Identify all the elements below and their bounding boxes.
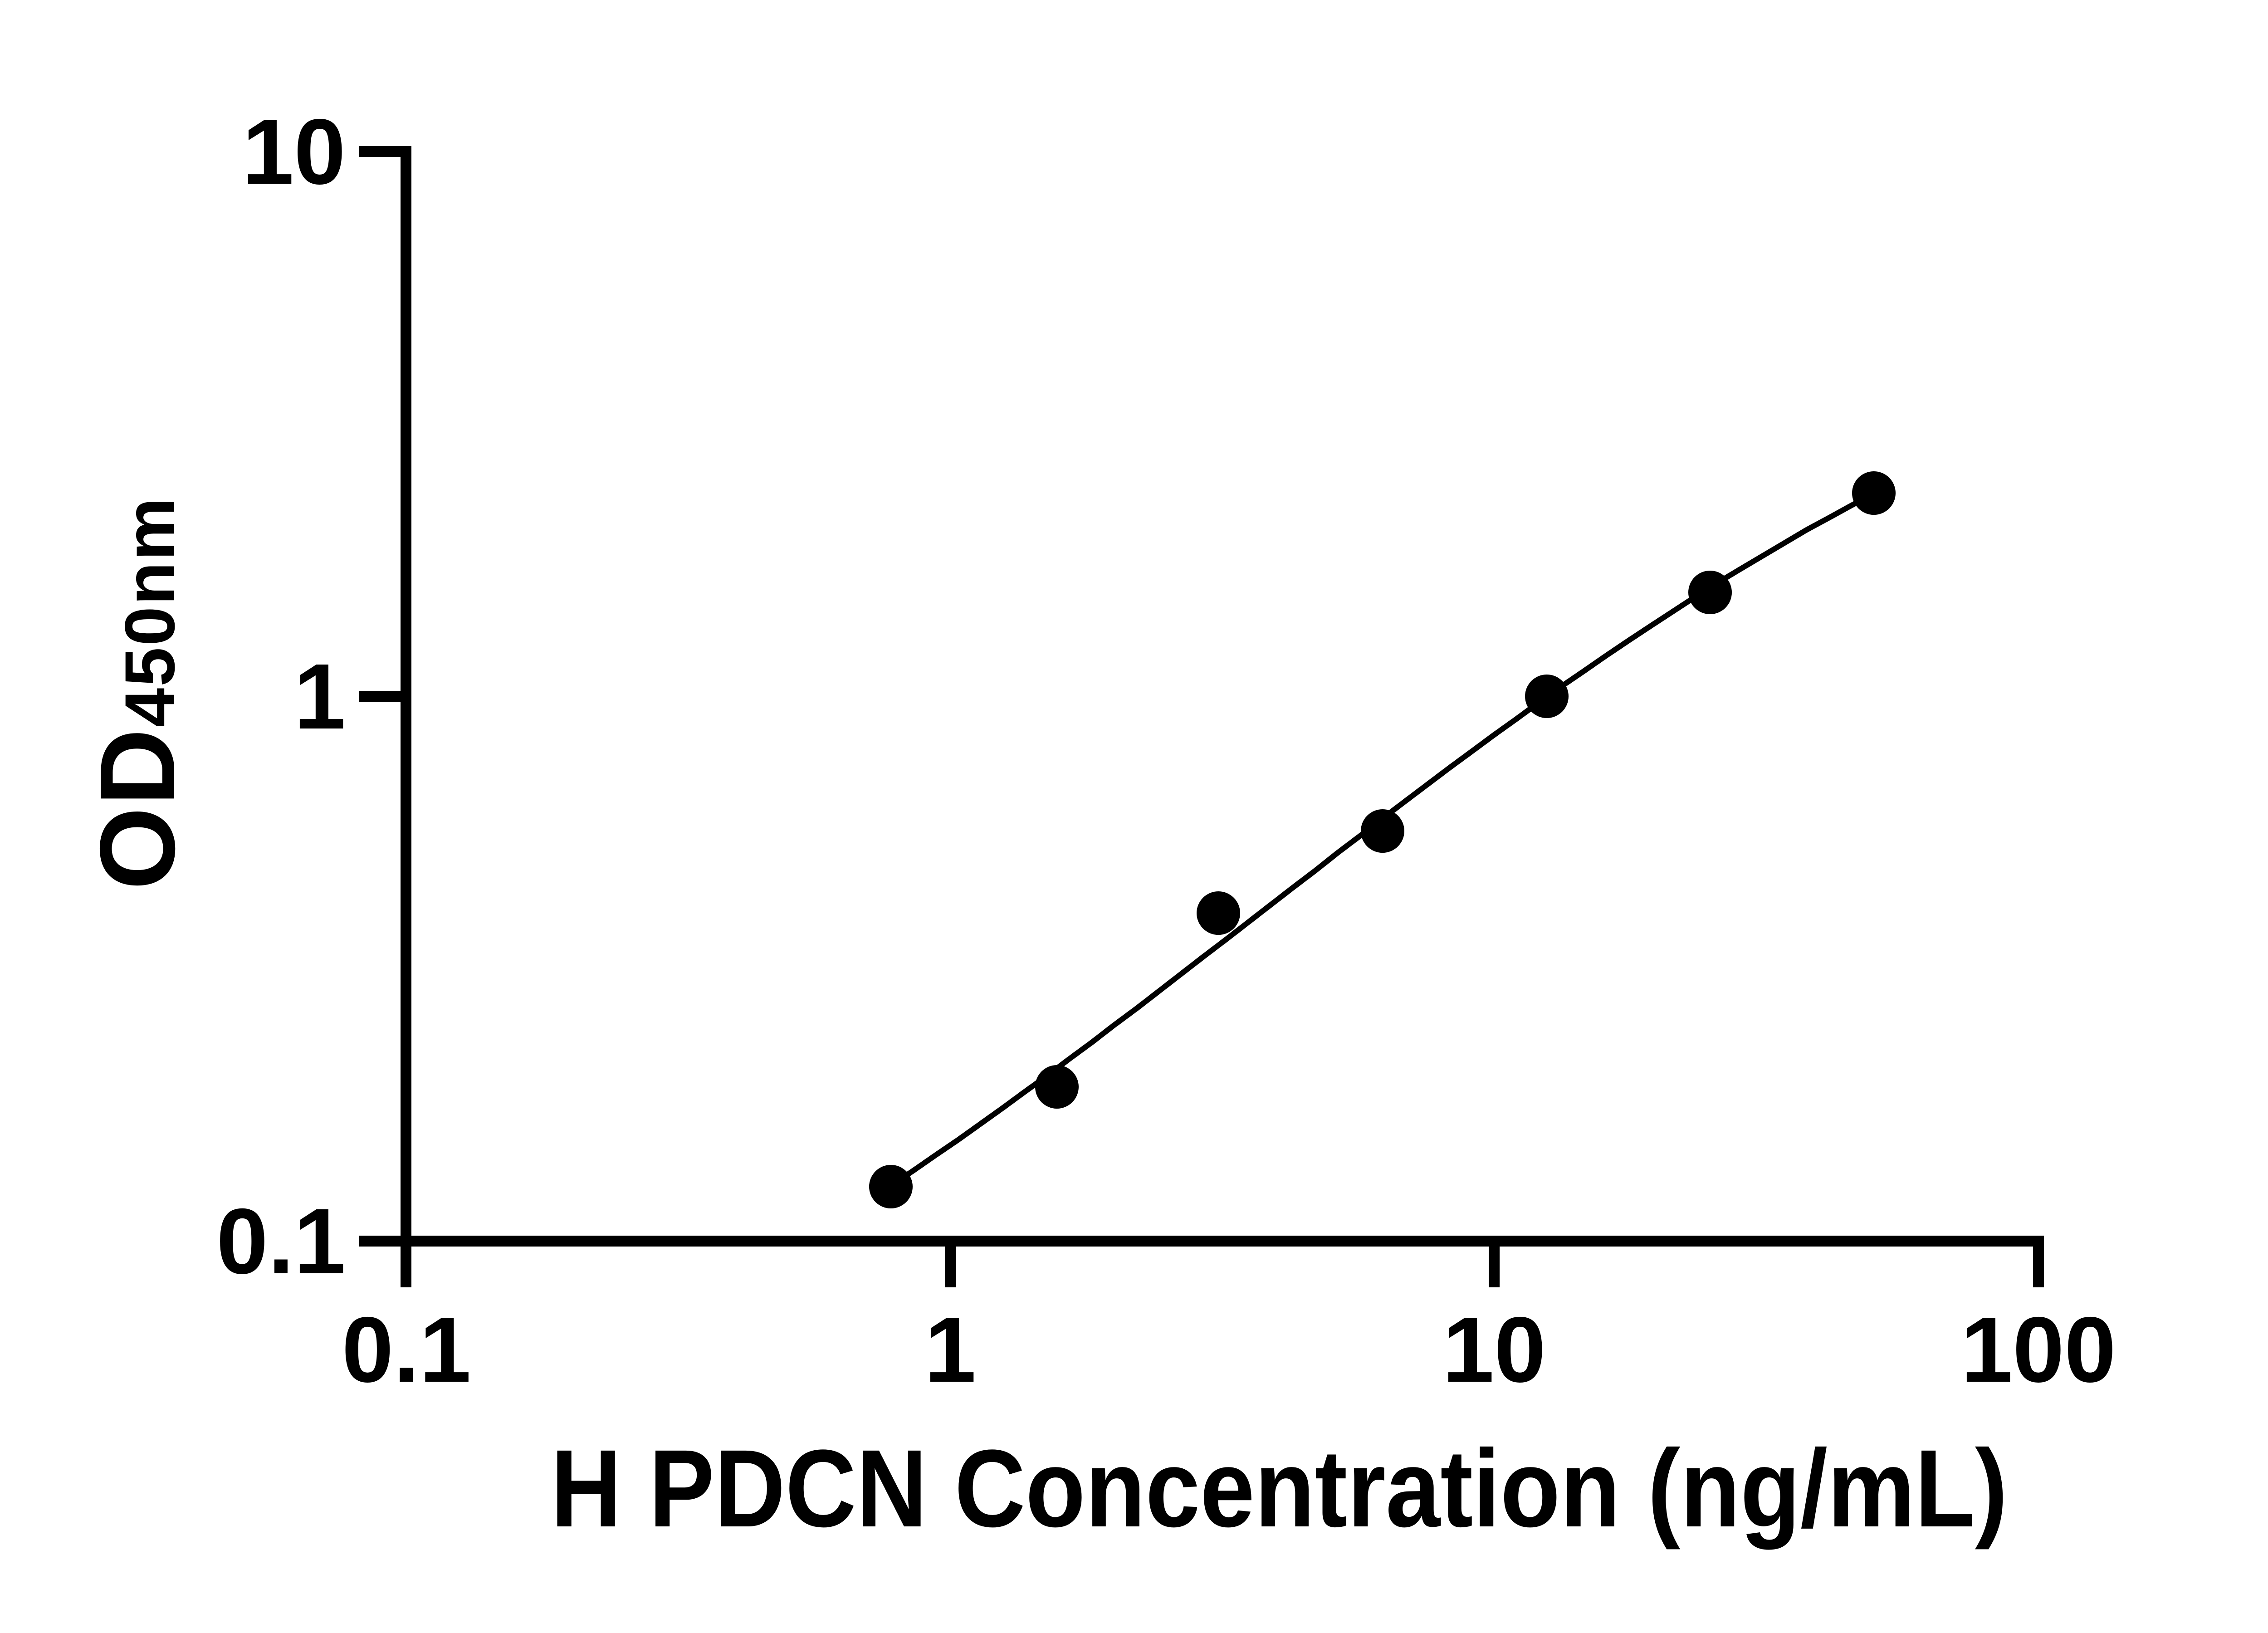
svg-text:OD450nm: OD450nm xyxy=(78,496,197,890)
svg-text:H PDCN Concentration (ng/mL): H PDCN Concentration (ng/mL) xyxy=(551,1427,2008,1550)
svg-text:100: 100 xyxy=(1961,1298,2116,1402)
svg-text:0.1: 0.1 xyxy=(342,1298,471,1402)
svg-text:10: 10 xyxy=(1442,1298,1546,1402)
svg-text:1: 1 xyxy=(924,1298,976,1402)
svg-text:10: 10 xyxy=(242,100,346,204)
svg-text:0.1: 0.1 xyxy=(216,1189,346,1293)
svg-text:1: 1 xyxy=(294,645,346,748)
